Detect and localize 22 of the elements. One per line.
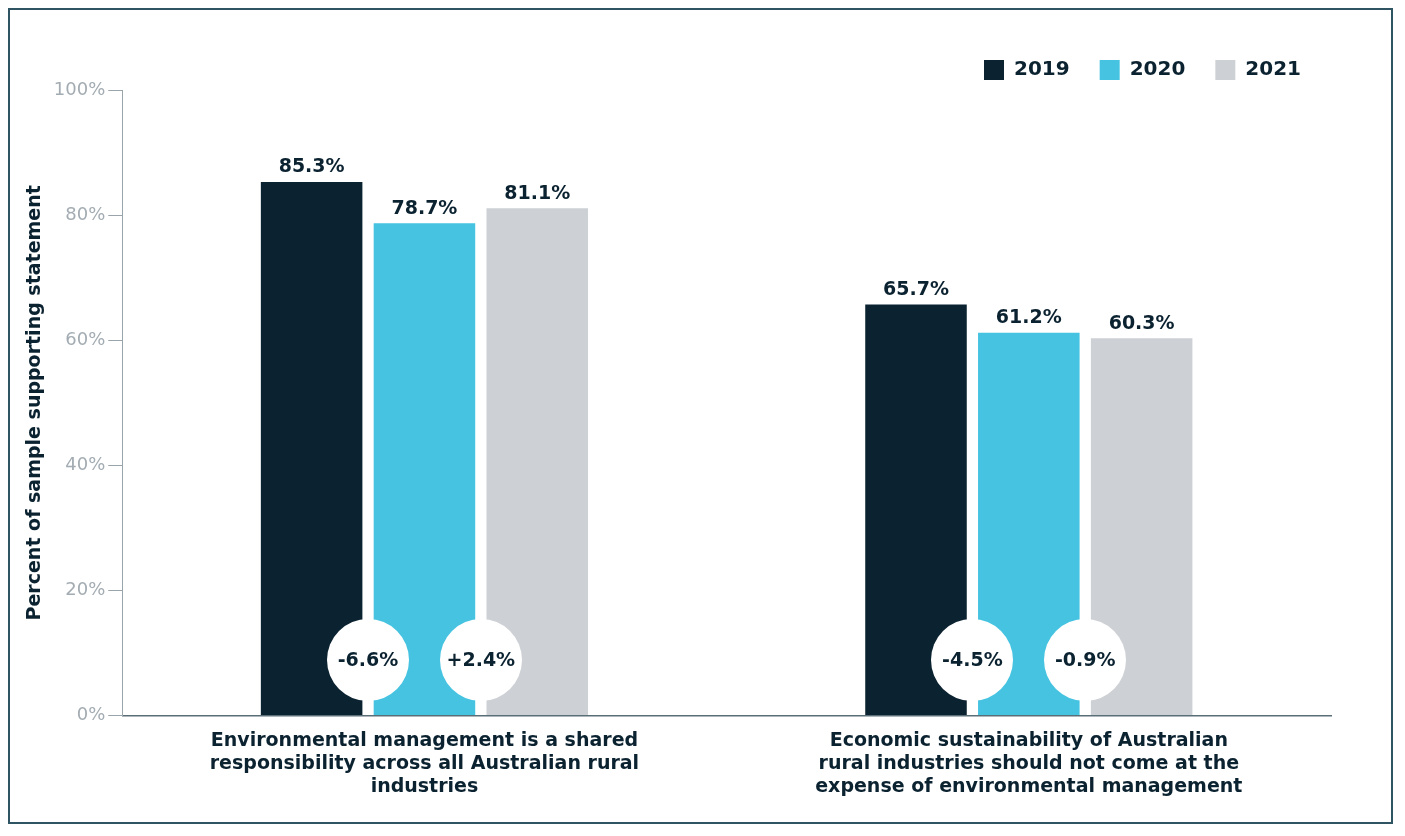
y-tick-label: 80% — [65, 202, 106, 224]
legend-label: 2020 — [1129, 56, 1186, 81]
legend-label: 2021 — [1245, 56, 1302, 81]
y-tick-label: 0% — [76, 703, 106, 725]
annotation: +2.4% — [445, 647, 517, 670]
y-tick-label: 60% — [65, 327, 106, 349]
y-tick-label: 100% — [53, 77, 106, 99]
data-label: 60.3% — [1108, 310, 1175, 333]
annotation: -4.5% — [941, 647, 1004, 670]
y-tick-label: 40% — [65, 453, 106, 475]
data-label: 61.2% — [995, 305, 1062, 328]
x-tick-label: Environmental management is a shared responsibility across all Australian rural industries — [209, 727, 640, 796]
data-label: 81.1% — [504, 180, 571, 203]
data-label: 78.7% — [391, 195, 458, 218]
data-label: 65.7% — [883, 277, 949, 300]
legend-label: 2019 — [1014, 56, 1070, 81]
data-label: 85.3% — [278, 154, 345, 177]
y-axis-title: Percent of sample supporting statement — [22, 185, 45, 621]
y-tick-label: 20% — [65, 578, 106, 600]
annotation: -0.9% — [1053, 647, 1117, 670]
annotation: -6.6% — [336, 647, 400, 670]
x-tick-label: Economic sustainability of Australian rural industries should not come at the expense of environmental management — [815, 727, 1243, 796]
